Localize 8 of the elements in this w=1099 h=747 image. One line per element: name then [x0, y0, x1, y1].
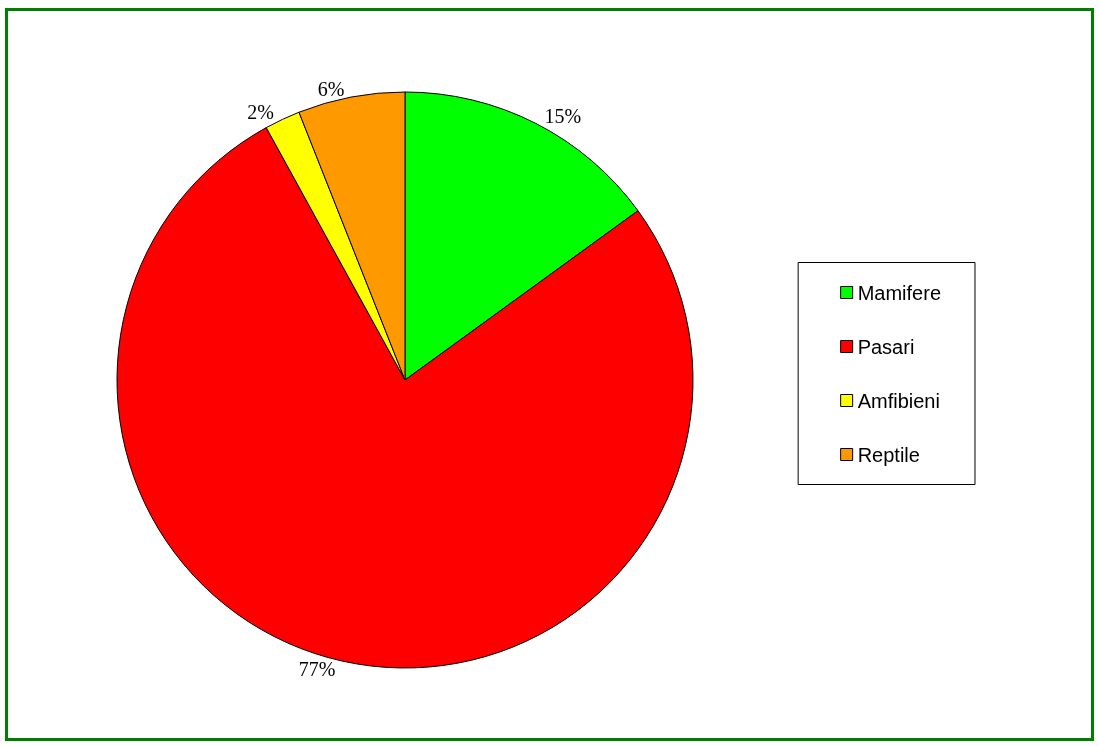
- legend-label: Mamifere: [857, 281, 942, 304]
- legend-label: Amfibieni: [857, 389, 940, 412]
- legend-label: Reptile: [857, 443, 920, 466]
- data-label: 6%: [317, 78, 345, 101]
- data-label: 2%: [247, 101, 274, 124]
- data-label: 77%: [298, 657, 336, 680]
- legend-label: Pasari: [857, 335, 915, 358]
- data-label: 15%: [544, 105, 582, 128]
